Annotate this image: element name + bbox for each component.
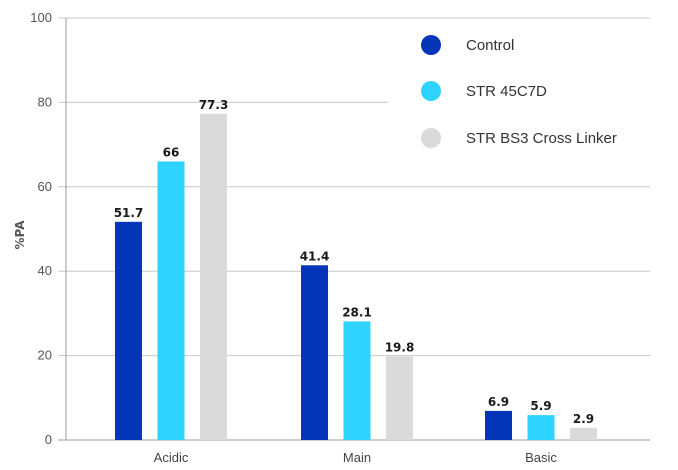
y-tick-label: 100 — [30, 10, 52, 25]
bar-basic-series-3 — [570, 427, 597, 440]
legend-label: Control — [466, 37, 514, 54]
legend-marker — [421, 35, 441, 55]
legend-marker — [421, 128, 441, 148]
legend-label: STR BS3 Cross Linker — [466, 130, 617, 147]
data-labels: 51.7 66 77.3 41.4 28.1 19.8 6.9 5.9 2.9 — [114, 98, 594, 426]
legend-marker — [421, 81, 441, 101]
data-label: 28.1 — [342, 305, 372, 319]
x-category-label: Main — [343, 450, 371, 465]
data-label: 41.4 — [300, 249, 330, 263]
bar-main-series-1 — [301, 265, 328, 440]
data-label: 6.9 — [488, 395, 509, 409]
bar-main-series-3 — [386, 356, 413, 440]
bar-acidic-series-2 — [157, 161, 185, 441]
y-tick-label: 40 — [38, 263, 52, 278]
y-tick-label: 60 — [38, 179, 52, 194]
x-category-label: Basic — [525, 450, 557, 465]
y-axis-ticks: 0 20 40 60 80 100 — [30, 10, 52, 447]
y-tick-label: 20 — [38, 348, 52, 363]
data-label: 66 — [163, 145, 180, 159]
y-tick-label: 0 — [45, 432, 52, 447]
bar-basic-series-1 — [485, 410, 512, 440]
legend-label: STR 45C7D — [466, 83, 547, 100]
legend: Control STR 45C7D STR BS3 Cross Linker — [388, 20, 668, 165]
data-label: 51.7 — [114, 206, 144, 220]
y-tick-label: 80 — [38, 94, 52, 109]
gridlines — [58, 17, 650, 441]
y-axis-label: %PA — [13, 220, 27, 250]
bar-main-series-2 — [343, 321, 371, 440]
bars — [115, 113, 597, 441]
data-label: 77.3 — [199, 98, 229, 112]
bar-acidic-series-3 — [200, 113, 227, 440]
data-label: 5.9 — [530, 399, 551, 413]
bar-acidic-series-1 — [115, 221, 142, 440]
bar-basic-series-2 — [527, 415, 555, 440]
x-axis-categories: Acidic Main Basic — [154, 450, 558, 465]
data-label: 2.9 — [573, 412, 594, 426]
data-label: 19.8 — [385, 340, 415, 354]
x-category-label: Acidic — [154, 450, 189, 465]
